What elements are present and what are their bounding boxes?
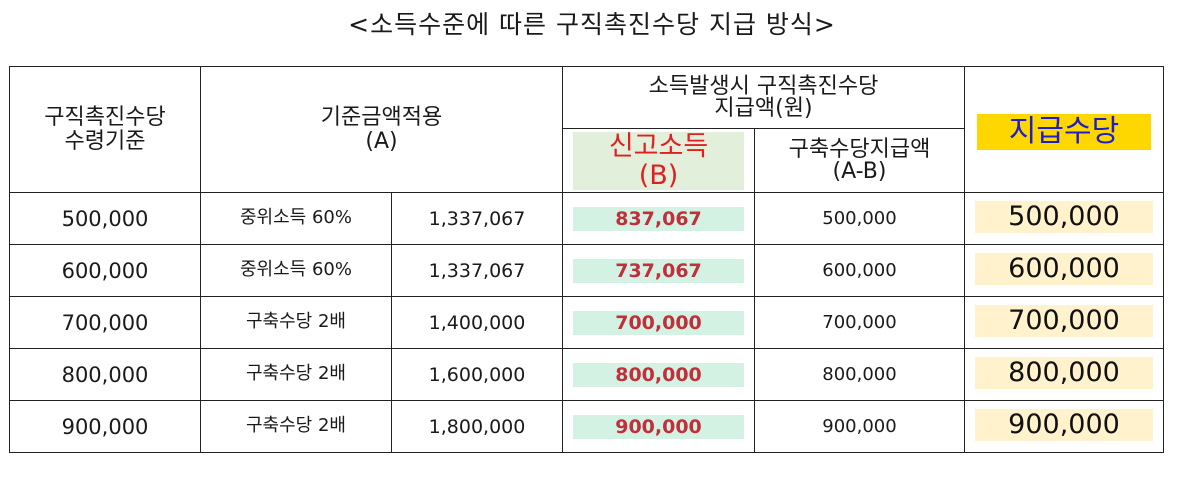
criteria-cell: 중위소득 60%: [200, 244, 392, 297]
criteria-cell: 구축수당 2배: [200, 296, 392, 349]
income-value: 837,067: [573, 206, 744, 231]
income-cell: 837,067: [562, 192, 755, 245]
applied-cell: 1,337,067: [391, 192, 563, 245]
criteria-cell: 중위소득 60%: [200, 192, 392, 245]
payment-value: 800,000: [975, 357, 1153, 389]
calc-cell: 900,000: [754, 400, 965, 453]
income-cell: 800,000: [562, 348, 755, 401]
standard-cell: 600,000: [9, 244, 201, 297]
applied-cell: 1,400,000: [391, 296, 563, 349]
income-cell: 900,000: [562, 400, 755, 453]
header-basis: 구직촉진수당 수령기준: [9, 66, 201, 193]
applied-cell: 1,337,067: [391, 244, 563, 297]
calc-cell: 700,000: [754, 296, 965, 349]
header-basis-label: 구직촉진수당 수령기준: [44, 104, 166, 154]
header-payment-badge: 지급수당: [977, 113, 1151, 150]
header-reported-income-badge: 신고소득 (B): [573, 131, 744, 190]
standard-cell: 800,000: [9, 348, 201, 401]
criteria-cell: 구축수당 2배: [200, 400, 392, 453]
income-value: 800,000: [573, 362, 744, 387]
applied-cell: 1,600,000: [391, 348, 563, 401]
header-payment: 지급수당: [964, 66, 1164, 193]
standard-cell: 500,000: [9, 192, 201, 245]
income-value: 900,000: [573, 414, 744, 439]
calc-cell: 600,000: [754, 244, 965, 297]
standard-cell: 700,000: [9, 296, 201, 349]
payment-cell: 700,000: [964, 296, 1164, 349]
income-value: 700,000: [573, 310, 744, 335]
payment-cell: 500,000: [964, 192, 1164, 245]
calc-cell: 800,000: [754, 348, 965, 401]
payment-cell: 900,000: [964, 400, 1164, 453]
header-applied-label: 기준금액적용 (A): [320, 104, 443, 154]
payment-value: 900,000: [975, 409, 1153, 441]
table-row: 600,000 중위소득 60% 1,337,067 737,067 600,0…: [9, 244, 1164, 297]
table-row: 800,000 구축수당 2배 1,600,000 800,000 800,00…: [9, 348, 1164, 401]
criteria-cell: 구축수당 2배: [200, 348, 392, 401]
payment-cell: 800,000: [964, 348, 1164, 401]
payment-value: 700,000: [975, 305, 1153, 337]
table-row: 700,000 구축수당 2배 1,400,000 700,000 700,00…: [9, 296, 1164, 349]
payment-value: 600,000: [975, 253, 1153, 285]
table-row: 900,000 구축수당 2배 1,800,000 900,000 900,00…: [9, 400, 1164, 453]
payment-value: 500,000: [975, 201, 1153, 233]
standard-cell: 900,000: [9, 400, 201, 453]
header-group-label: 소득발생시 구직촉진수당 지급액(원): [648, 73, 879, 121]
page-title: <소득수준에 따른 구직촉진수당 지급 방식>: [348, 10, 836, 39]
header-group: 소득발생시 구직촉진수당 지급액(원): [562, 66, 965, 129]
table-row: 500,000 중위소득 60% 1,337,067 837,067 500,0…: [9, 192, 1164, 245]
header-reported-income: 신고소득 (B): [562, 128, 755, 193]
payment-cell: 600,000: [964, 244, 1164, 297]
payment-table: 구직촉진수당 수령기준 기준금액적용 (A) 소득발생시 구직촉진수당 지급액(…: [9, 66, 1164, 453]
income-value: 737,067: [573, 258, 744, 283]
income-cell: 737,067: [562, 244, 755, 297]
header-applied: 기준금액적용 (A): [200, 66, 563, 193]
applied-cell: 1,800,000: [391, 400, 563, 453]
header-calc-label: 구축수당지급액 (A-B): [788, 136, 931, 184]
header-calc: 구축수당지급액 (A-B): [754, 128, 965, 193]
income-cell: 700,000: [562, 296, 755, 349]
calc-cell: 500,000: [754, 192, 965, 245]
